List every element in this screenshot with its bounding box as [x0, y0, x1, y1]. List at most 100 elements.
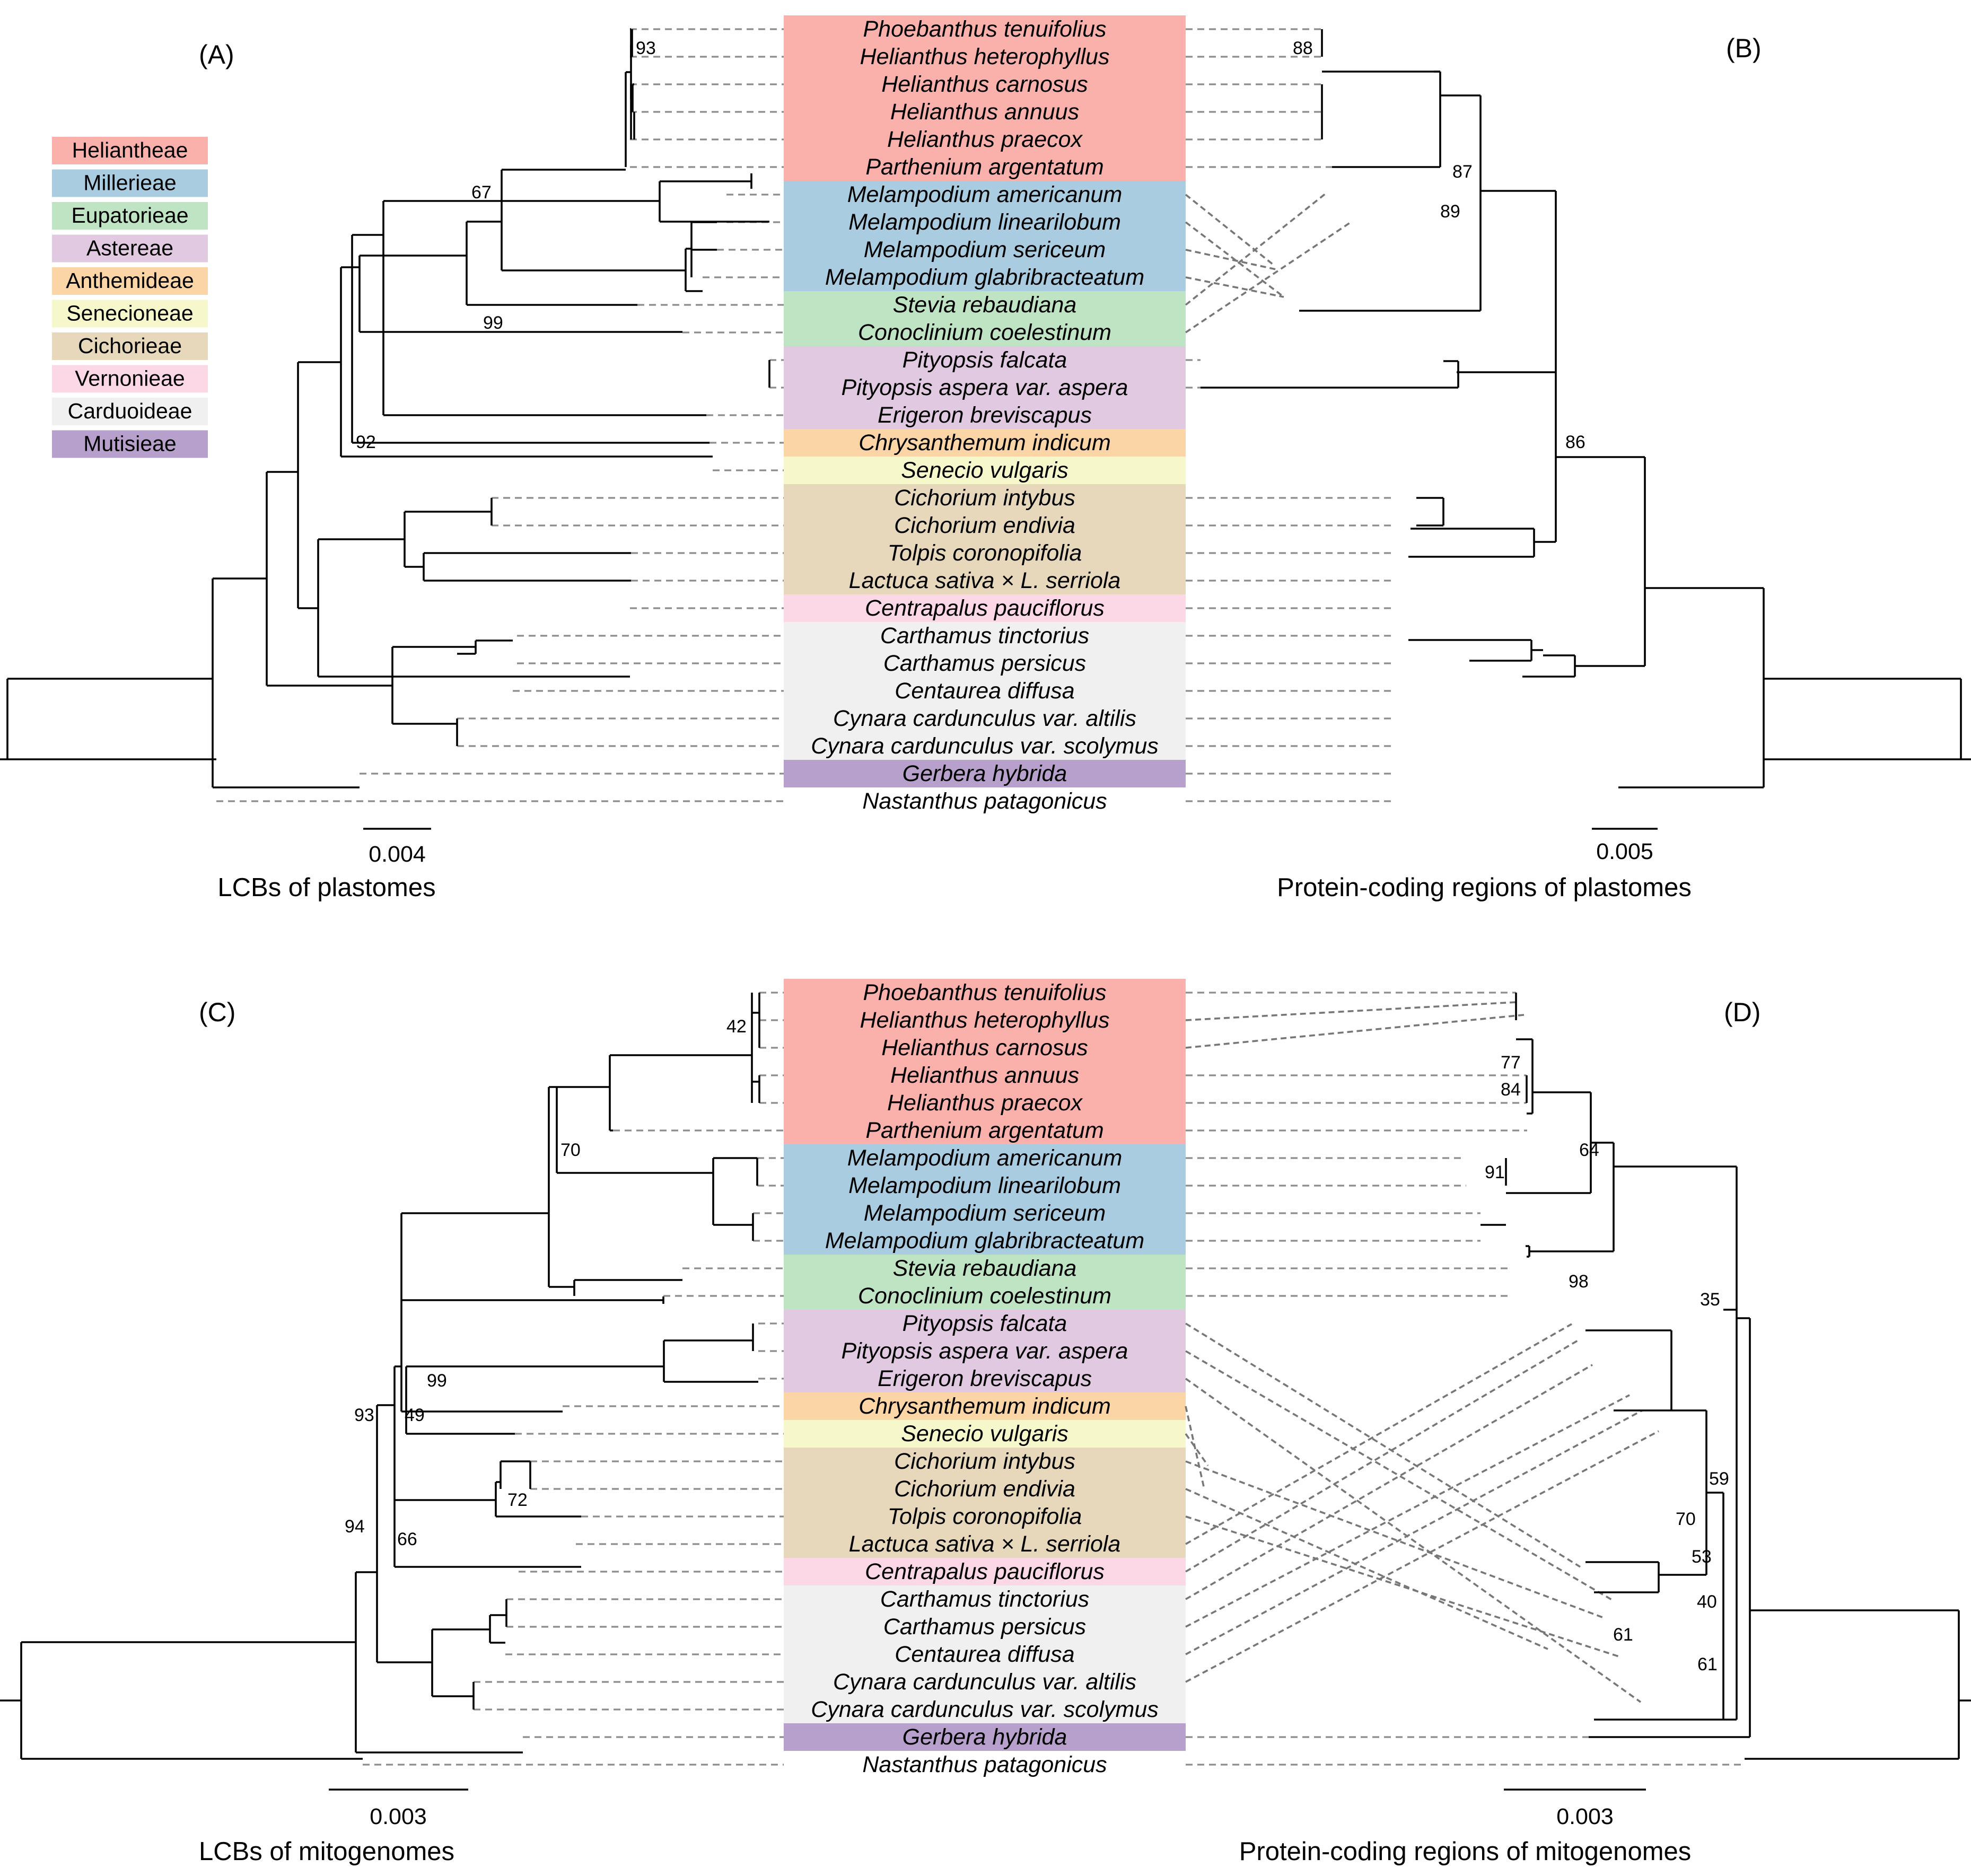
legend-label-1: Millerieae — [83, 171, 176, 195]
tree-a-leader-lines — [216, 28, 784, 802]
taxon-strip-top-21 — [784, 594, 1186, 623]
taxon-label-top-14: Erigeron breviscapus — [878, 402, 1092, 428]
taxon-strip-bottom-1 — [784, 1006, 1186, 1035]
support-b-3: 86 — [1565, 432, 1585, 452]
legend-swatch-4 — [52, 267, 208, 295]
taxon-label-bottom-19: Tolpis coronopifolia — [888, 1504, 1082, 1529]
tree-d — [1185, 992, 1960, 1791]
tree-b — [1185, 28, 1962, 830]
panel-label-c: (C) — [199, 997, 235, 1027]
taxon-strip-top-11 — [784, 319, 1186, 347]
legend-label-8: Carduoideae — [68, 399, 192, 423]
taxon-strip-top-13 — [784, 374, 1186, 402]
support-values-a: 93 67 99 92 — [356, 38, 656, 452]
legend-swatch-6 — [52, 332, 208, 360]
taxon-label-top-0: Phoebanthus tenuifolius — [863, 16, 1106, 42]
title-c: LCBs of mitogenomes — [199, 1837, 454, 1866]
tree-b-leader-lines — [1186, 28, 1391, 802]
support-c-4: 93 — [354, 1405, 374, 1425]
tree-d-branches — [1481, 993, 1960, 1791]
title-d: Protein-coding regions of mitogenomes — [1239, 1837, 1692, 1866]
legend-label-2: Eupatorieae — [71, 203, 188, 227]
taxon-strip-top-6 — [784, 181, 1186, 209]
taxon-label-bottom-2: Helianthus carnosus — [881, 1035, 1088, 1060]
legend-swatch-1 — [52, 169, 208, 197]
tree-c-leader-lines — [363, 992, 784, 1766]
support-a-0: 93 — [636, 38, 656, 58]
tree-titles: LCBs of plastomes Protein-coding regions… — [199, 873, 1692, 1866]
support-c-5: 72 — [507, 1490, 528, 1510]
support-d-2: 64 — [1579, 1140, 1599, 1160]
taxon-strip-top-9 — [784, 264, 1186, 292]
taxon-label-bottom-12: Pityopsis falcata — [903, 1311, 1067, 1336]
taxon-label-bottom-21: Centrapalus pauciflorus — [865, 1559, 1105, 1584]
taxon-label-bottom-15: Chrysanthemum indicum — [859, 1393, 1111, 1419]
support-d-11: 61 — [1697, 1654, 1718, 1675]
taxon-label-bottom-14: Erigeron breviscapus — [878, 1366, 1092, 1391]
taxon-label-top-3: Helianthus annuus — [890, 99, 1079, 125]
taxon-strip-top-16 — [784, 457, 1186, 485]
support-d-8: 53 — [1692, 1547, 1712, 1567]
support-d-0: 77 — [1501, 1053, 1521, 1073]
taxon-strip-top-10 — [784, 291, 1186, 319]
taxon-strip-bottom-6 — [784, 1144, 1186, 1172]
taxon-strip-top-0 — [784, 15, 1186, 43]
taxon-strips-top — [784, 15, 1186, 816]
support-c-6: 66 — [397, 1529, 417, 1549]
title-b: Protein-coding regions of plastomes — [1277, 873, 1692, 902]
scale-label-b: 0.005 — [1596, 839, 1653, 864]
legend-swatch-2 — [52, 202, 208, 230]
taxon-label-top-8: Melampodium sericeum — [864, 237, 1106, 262]
legend-swatch-3 — [52, 234, 208, 262]
taxon-strip-bottom-3 — [784, 1062, 1186, 1090]
legend-swatch-8 — [52, 398, 208, 425]
support-c-1: 70 — [560, 1140, 581, 1160]
taxon-label-bottom-20: Lactuca sativa × L. serriola — [849, 1531, 1121, 1557]
taxon-strip-bottom-10 — [784, 1255, 1186, 1283]
taxon-strip-bottom-28 — [784, 1751, 1186, 1779]
taxon-strip-bottom-20 — [784, 1530, 1186, 1558]
taxon-strip-bottom-7 — [784, 1172, 1186, 1200]
support-d-1: 84 — [1501, 1080, 1521, 1100]
taxon-label-bottom-24: Centaurea diffusa — [895, 1642, 1074, 1667]
support-a-1: 67 — [471, 182, 492, 203]
legend-swatch-0 — [52, 137, 208, 164]
taxon-strip-top-2 — [784, 71, 1186, 99]
support-b-0: 88 — [1293, 38, 1313, 58]
taxon-strip-top-19 — [784, 539, 1186, 567]
taxon-strip-top-26 — [784, 732, 1186, 760]
support-values-b: 88 87 89 86 — [1293, 38, 1585, 452]
taxon-label-bottom-23: Carthamus persicus — [883, 1614, 1086, 1640]
taxon-strip-top-20 — [784, 567, 1186, 595]
scale-label-d: 0.003 — [1556, 1804, 1614, 1829]
legend-swatch-5 — [52, 300, 208, 328]
taxon-strip-bottom-9 — [784, 1227, 1186, 1255]
taxon-label-top-9: Melampodium glabribracteatum — [825, 265, 1144, 290]
panel-label-d: (D) — [1724, 997, 1760, 1027]
taxon-labels: Phoebanthus tenuifolius Phoebanthus tenui… — [811, 16, 1159, 1777]
support-a-3: 92 — [356, 432, 376, 452]
support-b-1: 87 — [1452, 162, 1473, 182]
taxon-strip-top-5 — [784, 153, 1186, 181]
support-d-7: 70 — [1676, 1509, 1696, 1529]
tree-b-branches — [1201, 29, 1962, 830]
taxon-label-bottom-25: Cynara cardunculus var. altilis — [833, 1669, 1136, 1695]
panel-label-b: (B) — [1726, 33, 1762, 63]
taxon-strip-bottom-22 — [784, 1585, 1186, 1614]
taxon-strip-bottom-18 — [784, 1475, 1186, 1503]
taxon-label-bottom-22: Carthamus tinctorius — [880, 1586, 1089, 1612]
taxon-label-top-5: Parthenium argentatum — [865, 154, 1103, 180]
taxon-strip-bottom-15 — [784, 1392, 1186, 1421]
taxon-strip-top-17 — [784, 484, 1186, 512]
taxon-label-top-12: Pityopsis falcata — [903, 347, 1067, 373]
taxon-label-top-24: Centaurea diffusa — [895, 678, 1074, 704]
taxon-strip-top-15 — [784, 429, 1186, 457]
support-a-2: 99 — [483, 313, 503, 333]
support-c-2: 99 — [427, 1371, 447, 1391]
legend-label-9: Mutisieae — [83, 432, 176, 456]
support-values-c: 42 70 99 49 93 72 66 94 — [345, 1016, 747, 1549]
taxon-strip-top-4 — [784, 126, 1186, 154]
taxon-label-top-15: Chrysanthemum indicum — [859, 430, 1111, 455]
taxon-strip-top-14 — [784, 401, 1186, 429]
